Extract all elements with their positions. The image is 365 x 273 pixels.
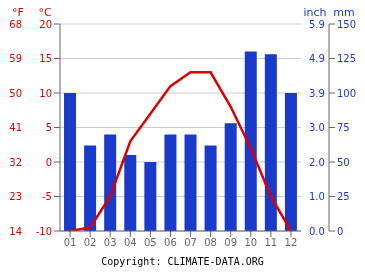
svg-text:4.9: 4.9	[309, 53, 325, 64]
svg-text:59: 59	[9, 53, 22, 64]
svg-text:05: 05	[144, 237, 157, 248]
svg-text:2.0: 2.0	[309, 157, 325, 168]
svg-text:0: 0	[46, 157, 52, 168]
svg-text:10: 10	[244, 237, 257, 248]
svg-text:03: 03	[104, 237, 117, 248]
html-text:Copyright: CLIMATE-DATA.ORG: Copyright: CLIMATE-DATA.ORG	[101, 256, 264, 267]
svg-text:125: 125	[337, 53, 356, 64]
svg-text:04: 04	[124, 237, 137, 248]
svg-text:°F: °F	[12, 6, 24, 19]
svg-text:-10: -10	[36, 226, 52, 237]
svg-text:-5: -5	[42, 191, 52, 202]
svg-text:mm: mm	[333, 6, 354, 19]
svg-text:12: 12	[285, 237, 298, 248]
svg-text:100: 100	[337, 88, 356, 99]
svg-text:50: 50	[337, 157, 350, 168]
svg-text:07: 07	[184, 237, 197, 248]
svg-text:1.0: 1.0	[309, 191, 325, 202]
svg-text:01: 01	[64, 237, 77, 248]
svg-text:150: 150	[337, 19, 356, 30]
svg-text:20: 20	[39, 19, 52, 30]
svg-text:inch: inch	[303, 6, 326, 19]
svg-text:5.9: 5.9	[309, 19, 325, 30]
svg-text:10: 10	[39, 88, 52, 99]
svg-text:0: 0	[337, 226, 343, 237]
svg-text:06: 06	[164, 237, 177, 248]
svg-text:15: 15	[39, 53, 52, 64]
svg-text:°C: °C	[38, 6, 52, 19]
svg-text:0.0: 0.0	[309, 226, 325, 237]
svg-text:75: 75	[337, 122, 350, 133]
svg-text:23: 23	[9, 191, 22, 202]
svg-text:41: 41	[9, 122, 22, 133]
svg-text:50: 50	[9, 88, 22, 99]
svg-text:68: 68	[9, 19, 22, 30]
svg-text:08: 08	[204, 237, 217, 248]
svg-text:25: 25	[337, 191, 350, 202]
svg-text:3.0: 3.0	[309, 122, 325, 133]
svg-text:3.9: 3.9	[309, 88, 325, 99]
svg-text:32: 32	[9, 157, 22, 168]
svg-text:11: 11	[265, 237, 278, 248]
svg-text:02: 02	[84, 237, 97, 248]
svg-text:14: 14	[9, 226, 22, 237]
svg-text:09: 09	[224, 237, 237, 248]
svg-text:5: 5	[46, 122, 52, 133]
